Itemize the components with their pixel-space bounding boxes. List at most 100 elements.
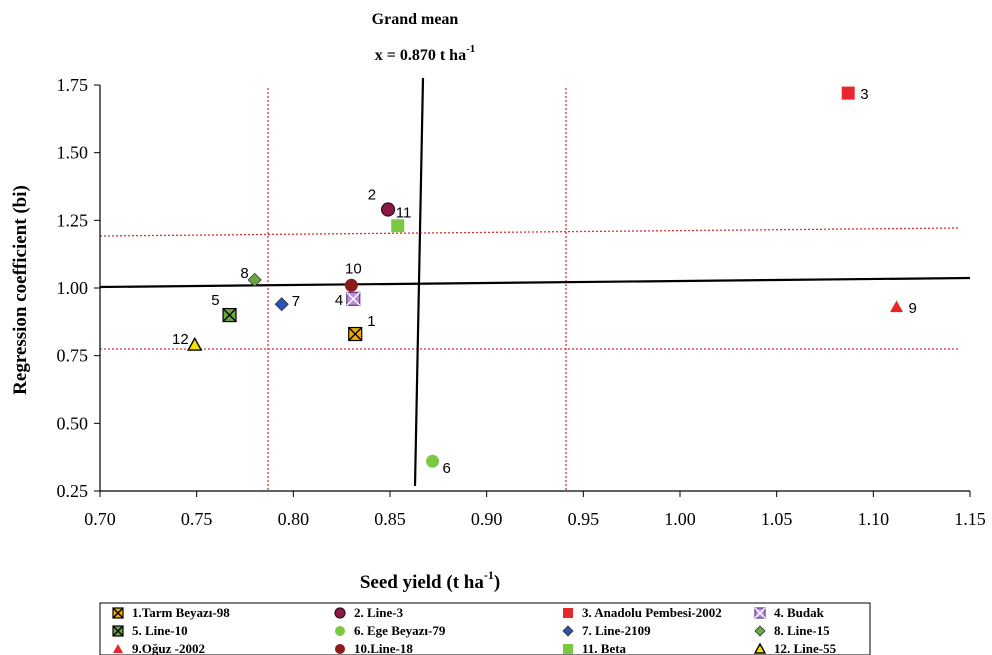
marker-1 — [112, 607, 124, 619]
marker-circle — [380, 202, 396, 217]
marker-triangle — [187, 336, 203, 351]
legend-entry-2: 2. Line-3 — [354, 605, 404, 620]
point-label-5: 5 — [211, 292, 219, 309]
x-axis-title: Seed yield (t ha-1) — [360, 568, 500, 593]
marker-cross — [754, 607, 766, 619]
legend-entry-4: 4. Budak — [774, 605, 825, 620]
x-tick-label: 0.90 — [471, 509, 503, 529]
marker-diamond — [562, 625, 574, 637]
legend-entry-12: 12. Line-55 — [774, 641, 837, 655]
marker-6 — [426, 454, 440, 468]
marker-4 — [754, 607, 766, 619]
point-label-2: 2 — [368, 187, 376, 204]
marker-8 — [247, 272, 262, 287]
marker-2 — [380, 202, 396, 217]
marker-cross — [222, 308, 237, 323]
legend-entry-8: 8. Line-15 — [774, 623, 830, 638]
marker-7 — [562, 625, 574, 637]
x-tick-label: 0.70 — [84, 509, 116, 529]
marker-7 — [274, 297, 289, 312]
marker-square — [391, 219, 405, 233]
marker-11 — [563, 644, 573, 654]
y-tick-label: 0.25 — [57, 481, 89, 501]
point-label-8: 8 — [240, 265, 248, 282]
x-tick-label: 0.85 — [374, 509, 406, 529]
legend-entry-6: 6. Ege Beyazı-79 — [354, 623, 446, 638]
point-label-7: 7 — [292, 293, 300, 310]
marker-diamond — [754, 625, 766, 637]
marker-square — [841, 86, 855, 100]
point-label-1: 1 — [367, 313, 375, 330]
marker-cross — [348, 327, 363, 342]
y-tick-label: 1.75 — [57, 75, 89, 95]
marker-3 — [563, 608, 573, 618]
y-tick-label: 1.25 — [57, 210, 89, 230]
mean-line-horizontal — [99, 276, 971, 289]
legend-entry-7: 7. Line-2109 — [582, 623, 651, 638]
x-tick-label: 0.80 — [278, 509, 310, 529]
marker-8 — [754, 625, 766, 637]
x-tick-label: 1.10 — [858, 509, 890, 529]
legend: 1.Tarm Beyazı-98 2. Line-3 3. Anadolu Pemb… — [99, 602, 871, 655]
point-label-11: 11 — [396, 205, 412, 222]
point-label-12: 12 — [172, 331, 189, 348]
legend-entry-11: 11. Beta — [582, 641, 627, 655]
marker-12 — [187, 336, 203, 351]
point-label-6: 6 — [443, 460, 451, 477]
marker-10 — [335, 644, 345, 654]
axes: 0.70 0.75 0.80 0.85 0.90 0.95 1.00 1.05 1.10 1.15… — [57, 75, 986, 529]
marker-6 — [335, 626, 345, 636]
legend-entry-9: 9.Oğuz -2002 — [132, 641, 205, 655]
y-tick-label: 0.50 — [57, 413, 89, 433]
marker-cross — [112, 607, 124, 619]
marker-diamond — [274, 297, 289, 312]
legend-entry-5: 5. Line-10 — [132, 623, 188, 638]
x-tick-label: 0.75 — [181, 509, 213, 529]
marker-9 — [890, 300, 904, 313]
reference-lines — [99, 77, 971, 491]
marker-triangle — [113, 644, 123, 653]
marker-circle — [335, 644, 345, 654]
y-tick-label: 1.00 — [57, 278, 89, 298]
marker-10 — [344, 278, 358, 292]
marker-2 — [334, 607, 346, 619]
marker-circle — [426, 454, 440, 468]
point-label-3: 3 — [860, 86, 868, 103]
y-tick-label: 0.75 — [57, 346, 89, 366]
legend-entry-1: 1.Tarm Beyazı-98 — [132, 605, 230, 620]
grand-mean-line — [413, 77, 425, 487]
x-tick-label: 1.15 — [954, 509, 986, 529]
grand-mean-title: Grand mean — [372, 11, 459, 28]
marker-1 — [348, 326, 363, 342]
y-axis-title: Regression coefficient (bi) — [10, 185, 31, 395]
marker-square — [563, 608, 573, 618]
marker-circle — [344, 278, 358, 292]
marker-cross — [346, 291, 361, 306]
point-label-9: 9 — [909, 300, 917, 317]
marker-circle — [334, 607, 346, 619]
legend-entry-10: 10.Line-18 — [354, 641, 413, 655]
marker-square — [563, 644, 573, 654]
point-label-4: 4 — [335, 292, 343, 309]
marker-triangle — [753, 642, 767, 654]
marker-5 — [112, 625, 124, 637]
marker-5 — [222, 307, 237, 323]
marker-3 — [841, 86, 855, 100]
marker-9 — [113, 644, 123, 653]
legend-entry-3: 3. Anadolu Pembesi-2002 — [582, 605, 722, 620]
grand-mean-value: x = 0.870 t ha-1 — [375, 43, 476, 64]
x-tick-label: 1.05 — [761, 509, 793, 529]
y-tick-label: 1.50 — [57, 143, 89, 163]
marker-diamond — [247, 272, 262, 287]
marker-4 — [346, 291, 361, 306]
point-label-10: 10 — [345, 260, 362, 277]
marker-cross — [112, 625, 124, 637]
marker-11 — [391, 219, 405, 233]
marker-triangle — [890, 300, 904, 313]
reference-line-horizontal — [99, 227, 961, 237]
x-tick-label: 1.00 — [664, 509, 696, 529]
marker-12 — [753, 642, 767, 654]
x-tick-label: 0.95 — [568, 509, 600, 529]
